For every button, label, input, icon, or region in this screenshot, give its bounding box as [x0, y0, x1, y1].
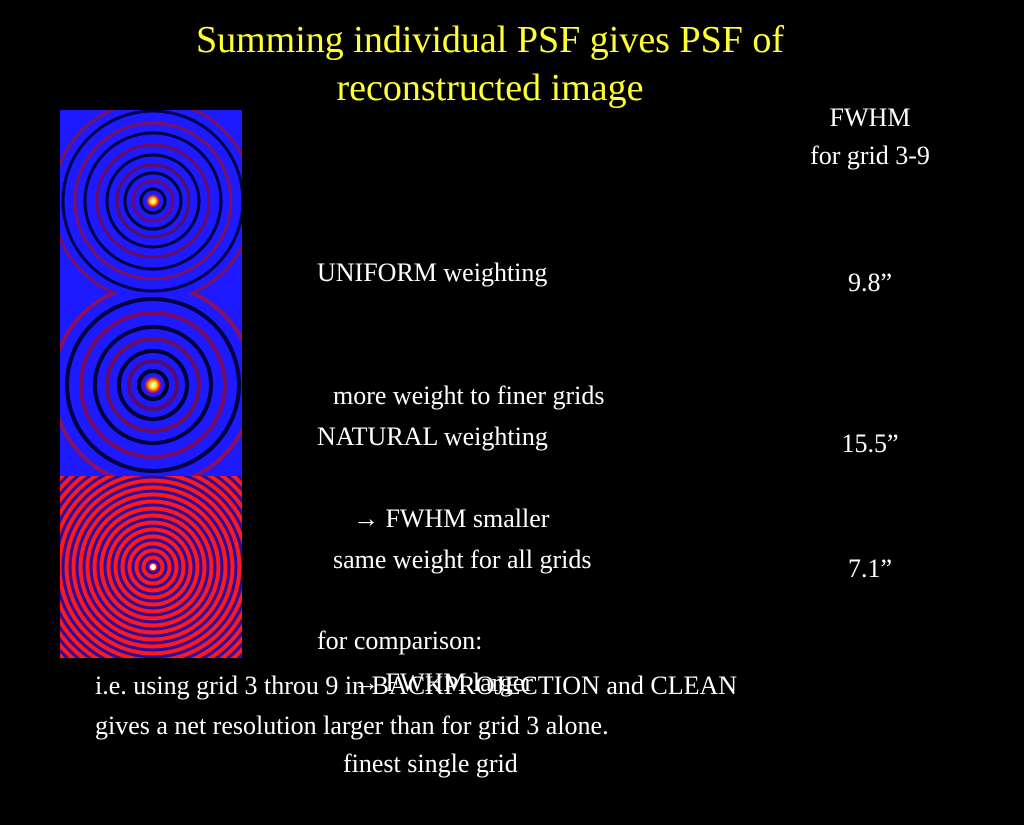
conclusion-line-2: gives a net resolution larger than for g…	[95, 711, 609, 740]
natural-weighting-block: NATURAL weighting same weight for all gr…	[317, 334, 592, 744]
psf-image-column	[60, 110, 242, 658]
uniform-detail: more weight to finer grids	[333, 381, 605, 410]
uniform-result: FWHM smaller	[385, 504, 550, 533]
conclusion-line-1: i.e. using grid 3 throu 9 in BACKPROJECT…	[95, 671, 738, 700]
arrow-right-icon: →	[353, 668, 379, 697]
natural-result-line: → FWHM larger	[317, 662, 592, 703]
fwhm-header-line-1: FWHM	[829, 103, 911, 132]
psf-image-uniform	[60, 110, 242, 293]
fwhm-header-line-2: for grid 3-9	[810, 141, 930, 170]
natural-detail: same weight for all grids	[333, 545, 592, 574]
slide-title: Summing individual PSF gives PSF of reco…	[100, 16, 880, 112]
natural-fwhm-value: 15.5”	[841, 429, 899, 458]
uniform-heading: UNIFORM weighting	[317, 258, 548, 287]
uniform-fwhm-value: 9.8”	[847, 268, 893, 297]
fwhm-header: FWHM for grid 3-9	[770, 99, 970, 175]
comparison-fwhm-value: 7.1”	[847, 554, 893, 583]
conclusion-text: i.e. using grid 3 throu 9 in BACKPROJECT…	[95, 666, 995, 746]
natural-result: FWHM larger	[385, 668, 534, 697]
title-line-1: Summing individual PSF gives PSF of	[195, 19, 785, 61]
comparison-detail: finest single grid	[343, 749, 518, 778]
psf-image-natural	[60, 293, 242, 476]
psf-image-single-grid	[60, 476, 242, 659]
uniform-weighting-block: UNIFORM weighting more weight to finer g…	[317, 170, 605, 580]
arrow-right-icon: →	[353, 504, 379, 533]
title-line-2: reconstructed image	[336, 67, 644, 109]
uniform-result-line: → FWHM smaller	[317, 498, 605, 539]
comparison-heading: for comparison:	[317, 626, 483, 655]
natural-heading: NATURAL weighting	[317, 422, 548, 451]
